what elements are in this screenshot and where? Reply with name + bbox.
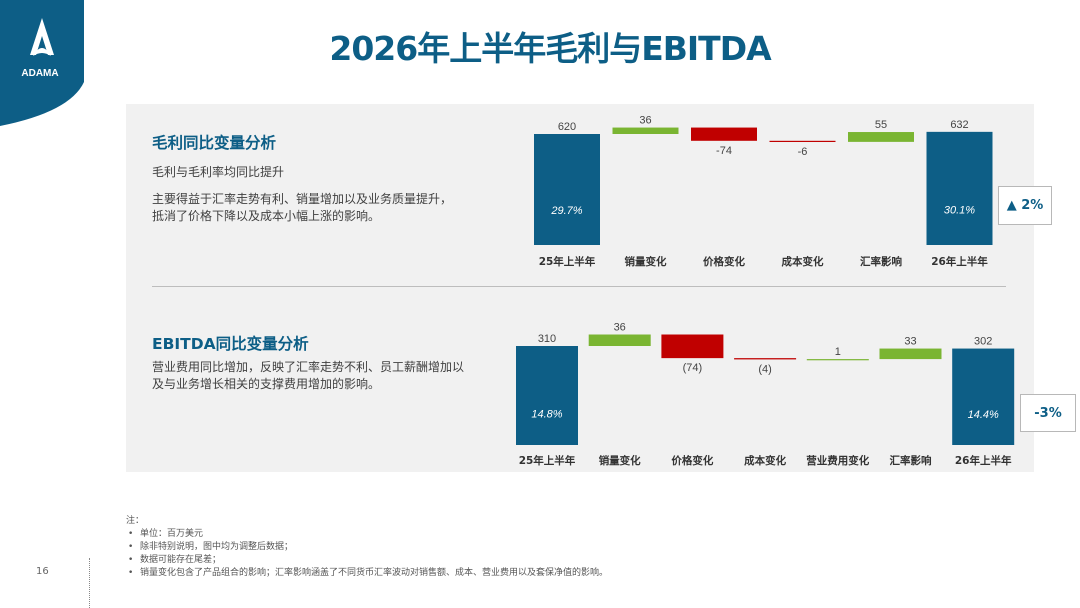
chart-data-label: 1 bbox=[835, 346, 841, 358]
gross-profit-section-title: 毛利同比变量分析 bbox=[152, 134, 277, 152]
ebitda-section-title: EBITDA同比变量分析 bbox=[152, 335, 309, 353]
chart-bar bbox=[848, 132, 914, 142]
chart-bar bbox=[516, 346, 578, 445]
chart-category-label: 汇率影响 bbox=[890, 454, 932, 467]
chart-category-label: 汇率影响 bbox=[860, 255, 902, 268]
chart-bar bbox=[769, 140, 836, 143]
footnote-item: 单位：百万美元 bbox=[128, 528, 608, 541]
section-divider bbox=[152, 286, 1006, 287]
chart-margin-label: 14.4% bbox=[968, 409, 999, 421]
gross-profit-change-badge: ▲ 2% bbox=[998, 186, 1052, 225]
footnotes-heading: 注： bbox=[126, 516, 145, 526]
footnote-item: 除非特别说明，图中均为调整后数据； bbox=[128, 541, 608, 554]
chart-category-label: 25年上半年 bbox=[519, 454, 576, 467]
chart-bar bbox=[734, 358, 797, 360]
chart-category-label: 营业费用变化 bbox=[806, 454, 869, 467]
chart-category-label: 25年上半年 bbox=[539, 255, 596, 268]
page-number: 16 bbox=[36, 566, 49, 577]
ebitda-detail-line1: 营业费用同比增加，反映了汇率走势不利、员工薪酬增加以 bbox=[152, 360, 465, 374]
chart-data-label: 36 bbox=[614, 322, 626, 334]
ebitda-change-badge: -3% bbox=[1020, 394, 1076, 432]
chart-margin-label: 30.1% bbox=[944, 204, 975, 216]
chart-bar bbox=[534, 134, 600, 245]
chart-data-label: -74 bbox=[716, 145, 732, 157]
chart-category-label: 26年上半年 bbox=[955, 454, 1012, 467]
chart-data-label: -6 bbox=[798, 146, 808, 158]
page-title: 2026年上半年毛利与EBITDA bbox=[329, 29, 771, 68]
chart-data-label: 36 bbox=[639, 115, 651, 127]
chart-data-label: 632 bbox=[950, 119, 968, 131]
chart-bar bbox=[806, 359, 869, 361]
chart-category-label: 26年上半年 bbox=[931, 255, 988, 268]
chart-data-label: (4) bbox=[758, 363, 771, 375]
chart-bar bbox=[612, 127, 679, 134]
chart-category-label: 成本变化 bbox=[744, 454, 786, 467]
gross-profit-summary: 毛利与毛利率均同比提升 bbox=[152, 165, 285, 179]
footnote-item: 数据可能存在尾差； bbox=[128, 554, 608, 567]
chart-data-label: 55 bbox=[875, 119, 887, 131]
chart-bar bbox=[691, 127, 757, 141]
chart-bar bbox=[952, 348, 1015, 445]
chart-margin-label: 29.7% bbox=[550, 205, 582, 217]
chart-category-label: 销量变化 bbox=[625, 255, 667, 268]
chart-data-label: 302 bbox=[974, 336, 992, 348]
chart-bar bbox=[661, 334, 724, 359]
chart-margin-label: 14.8% bbox=[531, 408, 562, 420]
gross-profit-detail-line1: 主要得益于汇率走势有利、销量增加以及业务质量提升， bbox=[152, 192, 453, 206]
chart-data-label: (74) bbox=[683, 362, 703, 374]
logo-wordmark: ADAMA bbox=[21, 68, 58, 79]
gross-profit-detail-line2: 抵消了价格下降以及成本小幅上涨的影响。 bbox=[152, 209, 381, 223]
chart-data-label: 310 bbox=[538, 333, 556, 345]
chart-category-label: 价格变化 bbox=[671, 454, 713, 467]
dotted-separator bbox=[89, 558, 90, 608]
chart-bar bbox=[588, 334, 651, 346]
adama-logo: ADAMA bbox=[0, 0, 84, 126]
chart-bar bbox=[879, 348, 942, 360]
chart-category-label: 价格变化 bbox=[703, 255, 745, 268]
chart-bar bbox=[926, 131, 993, 245]
chart-data-label: 620 bbox=[558, 121, 576, 133]
footnotes: 注： 单位：百万美元 除非特别说明，图中均为调整后数据； 数据可能存在尾差； 销… bbox=[126, 515, 608, 580]
chart-category-label: 销量变化 bbox=[599, 454, 641, 467]
chart-category-label: 成本变化 bbox=[782, 255, 824, 268]
footnote-item: 销量变化包含了产品组合的影响；汇率影响涵盖了不同货币汇率波动对销售额、成本、营业… bbox=[128, 567, 608, 580]
chart-data-label: 33 bbox=[904, 336, 916, 348]
ebitda-detail-line2: 及与业务增长相关的支撑费用增加的影响。 bbox=[152, 377, 381, 391]
